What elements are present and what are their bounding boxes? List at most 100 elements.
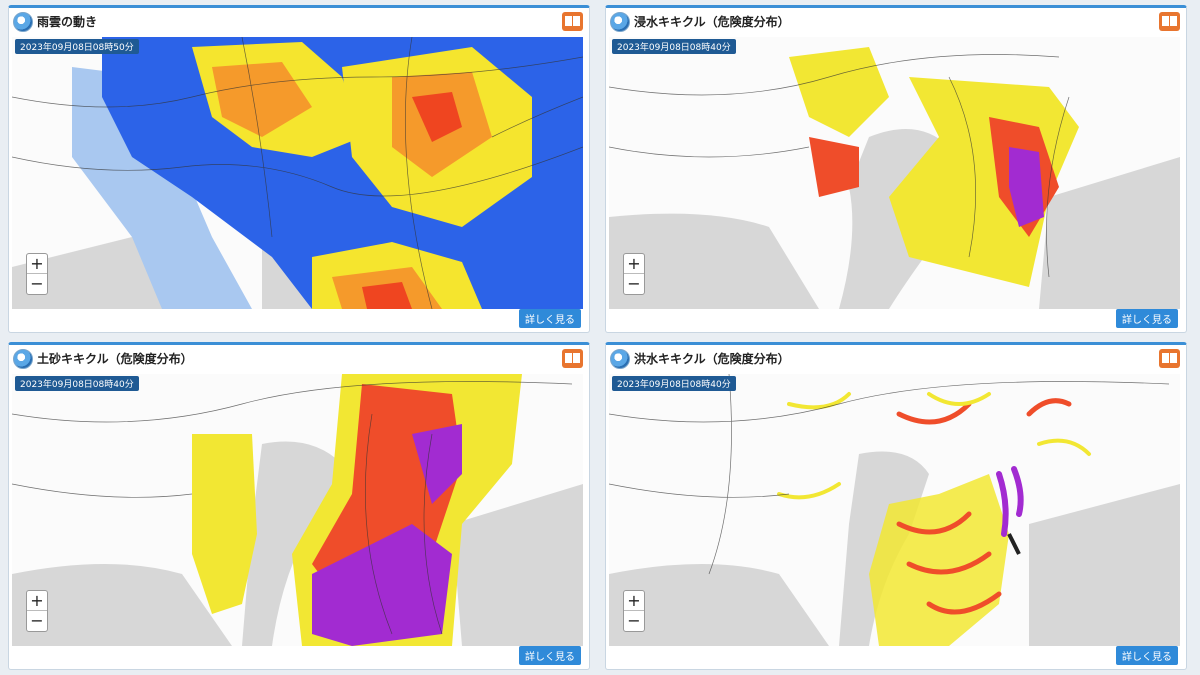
panel-header: 土砂キキクル（危険度分布）: [9, 345, 589, 373]
panel-title: 浸水キキクル（危険度分布）: [634, 15, 790, 29]
view-details-button[interactable]: 詳しく見る: [1116, 646, 1178, 665]
zoom-out-button[interactable]: −: [627, 274, 641, 293]
rain-cloud-logo-icon: [13, 12, 33, 32]
risk-red-rivers: [896, 398, 1072, 615]
timestamp-badge: 2023年09月08日08時50分: [15, 39, 139, 54]
rain-light-area: [72, 67, 252, 309]
yellow-river-3: [927, 392, 991, 406]
book-icon[interactable]: [1159, 12, 1180, 31]
border-line-1: [609, 381, 1170, 423]
zoom-control: + −: [623, 590, 645, 632]
panel-title: 雨雲の動き: [37, 15, 98, 29]
red-river-1: [896, 511, 972, 535]
red-river-4: [896, 401, 972, 425]
ocean-east: [452, 484, 583, 646]
risk-yellow-rivers: [777, 392, 1091, 500]
zoom-in-button[interactable]: +: [624, 591, 644, 611]
border-line-4: [1046, 96, 1070, 278]
border-line-3: [708, 374, 732, 575]
risk-yellow-area: [869, 474, 1009, 646]
kikikuru-logo-icon: [13, 349, 33, 369]
border-line-2: [12, 146, 583, 197]
inundation-map-svg: [609, 37, 1180, 309]
landslide-map-svg: [12, 374, 583, 646]
ocean-east: [1039, 157, 1180, 309]
border-line-3: [241, 37, 273, 238]
border-line-2: [12, 483, 193, 498]
rain-panel: 雨雲の動き 2023年09月08日08時50分: [8, 5, 590, 333]
rain-red-area-2: [362, 282, 412, 309]
panel-title: 洪水キキクル（危険度分布）: [634, 352, 790, 366]
zoom-control: + −: [623, 253, 645, 295]
risk-yellow-area-1: [192, 434, 257, 614]
risk-purple-area-2: [412, 424, 462, 504]
landslide-panel: 土砂キキクル（危険度分布） 2023年09月08日08時40分: [8, 342, 590, 670]
rain-map[interactable]: 2023年09月08日08時50分: [12, 37, 583, 309]
view-details-button[interactable]: 詳しく見る: [1116, 309, 1178, 328]
borders: [12, 381, 573, 635]
risk-black-river: [1007, 533, 1021, 555]
risk-purple-area: [1009, 147, 1044, 227]
border-line-1: [12, 381, 573, 423]
kikikuru-logo-icon: [610, 12, 630, 32]
view-details-button[interactable]: 詳しく見る: [519, 309, 581, 328]
borders: [12, 37, 583, 309]
zoom-control: + −: [26, 253, 48, 295]
red-river-2: [906, 551, 992, 575]
yellow-river-4: [1037, 438, 1091, 456]
borders: [609, 374, 1170, 575]
flood-map[interactable]: 2023年09月08日08時40分: [609, 374, 1180, 646]
book-icon[interactable]: [562, 12, 583, 31]
border-line-2: [609, 146, 810, 158]
rain-map-svg: [12, 37, 583, 309]
timestamp-badge: 2023年09月08日08時40分: [612, 376, 736, 391]
view-details-button[interactable]: 詳しく見る: [519, 646, 581, 665]
book-icon[interactable]: [1159, 349, 1180, 368]
flood-panel: 洪水キキクル（危険度分布） 2023年09月08日08時40分: [605, 342, 1187, 670]
rain-red-area-1: [412, 92, 462, 142]
risk-purple-rivers: [996, 466, 1024, 537]
zoom-in-button[interactable]: +: [624, 254, 644, 274]
book-icon[interactable]: [562, 349, 583, 368]
border-line-3: [948, 76, 976, 258]
risk-red-area-1: [809, 137, 859, 197]
panel-header: 雨雲の動き: [9, 8, 589, 36]
zoom-out-button[interactable]: −: [30, 274, 44, 293]
border-line-1: [12, 56, 583, 108]
red-river-5: [1026, 398, 1072, 417]
border-line-4: [423, 433, 443, 635]
border-line-4: [405, 37, 433, 309]
purple-river-1: [996, 471, 1009, 537]
bay-area: [242, 441, 342, 646]
border-line-2: [609, 483, 790, 498]
border-line-1: [609, 54, 1060, 96]
zoom-out-button[interactable]: −: [627, 611, 641, 630]
zoom-control: + −: [26, 590, 48, 632]
panel-title: 土砂キキクル（危険度分布）: [37, 352, 193, 366]
zoom-in-button[interactable]: +: [27, 254, 47, 274]
border-line-5: [491, 96, 583, 138]
ocean-east: [1029, 484, 1180, 646]
zoom-out-button[interactable]: −: [30, 611, 44, 630]
inundation-panel: 浸水キキクル（危険度分布） 2023年09月08日08時40分: [605, 5, 1187, 333]
purple-river-2: [1011, 466, 1024, 517]
red-river-3: [926, 591, 1002, 615]
zoom-in-button[interactable]: +: [27, 591, 47, 611]
timestamp-badge: 2023年09月08日08時40分: [15, 376, 139, 391]
panel-header: 洪水キキクル（危険度分布）: [606, 345, 1186, 373]
sea-area: [609, 213, 819, 309]
kikikuru-logo-icon: [610, 349, 630, 369]
sea-area: [609, 564, 829, 646]
risk-purple-area-1: [312, 524, 452, 646]
risk-yellow-area-1: [789, 47, 889, 137]
yellow-river-1: [787, 392, 851, 410]
panel-header: 浸水キキクル（危険度分布）: [606, 8, 1186, 36]
sea-area: [12, 564, 232, 646]
yellow-river-2: [777, 482, 841, 500]
inundation-map[interactable]: 2023年09月08日08時40分 +: [609, 37, 1180, 309]
borders: [609, 54, 1070, 278]
landslide-map[interactable]: 2023年09月08日08時40分 +: [12, 374, 583, 646]
border-line-3: [365, 413, 393, 635]
flood-map-svg: [609, 374, 1180, 646]
